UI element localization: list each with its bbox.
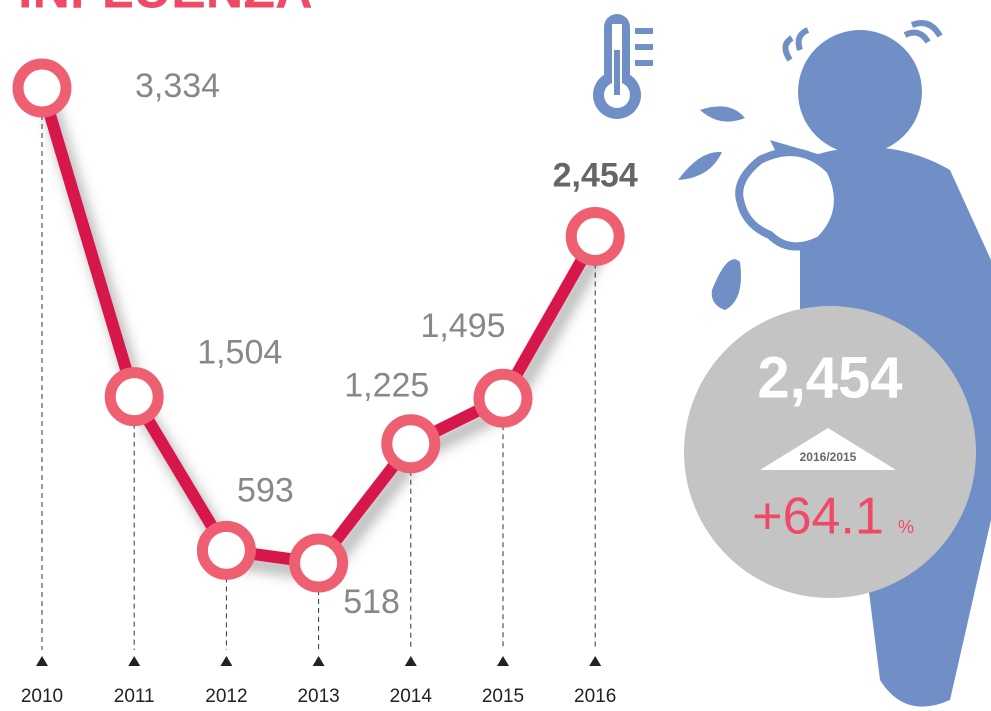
marker [387, 420, 435, 468]
marker [202, 526, 250, 574]
x-tick-marker [313, 656, 325, 666]
callout-period: 2016/2015 [800, 450, 857, 464]
x-tick-label: 2015 [482, 686, 524, 707]
marker [479, 374, 527, 422]
x-tick-label: 2012 [205, 686, 247, 707]
chart-title: INFLUENZA [18, 0, 313, 20]
data-label: 2,454 [553, 156, 638, 194]
x-tick-marker [497, 656, 509, 666]
data-label: 3,334 [135, 67, 220, 105]
callout-change: +64.1 [752, 488, 884, 546]
callout-value: 2,454 [757, 345, 902, 410]
plot: 2010 2011 2012 2013 2014 2015 2016 3,334 1,504 59… [18, 64, 638, 707]
data-label: 1,225 [344, 367, 429, 405]
tissue-icon [739, 152, 838, 246]
x-tick-marker [220, 656, 232, 666]
x-tick-label: 2010 [21, 686, 63, 707]
marker [110, 373, 158, 421]
data-label: 518 [343, 583, 400, 621]
data-label: 1,495 [420, 307, 505, 345]
data-label: 1,504 [197, 334, 282, 372]
line [42, 88, 595, 563]
x-tick-marker [405, 656, 417, 666]
chart: INFLUENZA 2,454 2016/2015 +64.1 % 201020… [0, 0, 991, 711]
x-tick-label: 2014 [390, 686, 433, 707]
x-tick-marker [128, 656, 140, 666]
x-tick-label: 2016 [574, 686, 616, 707]
callout-unit: % [898, 517, 914, 537]
data-label: 593 [237, 471, 294, 509]
x-tick-marker [589, 656, 601, 666]
marker [18, 64, 66, 112]
x-tick-label: 2011 [114, 686, 155, 707]
marker [295, 539, 343, 587]
thermometer-icon [593, 14, 653, 119]
x-tick-marker [36, 656, 48, 666]
marker [571, 212, 619, 260]
x-tick-label: 2013 [297, 686, 339, 707]
